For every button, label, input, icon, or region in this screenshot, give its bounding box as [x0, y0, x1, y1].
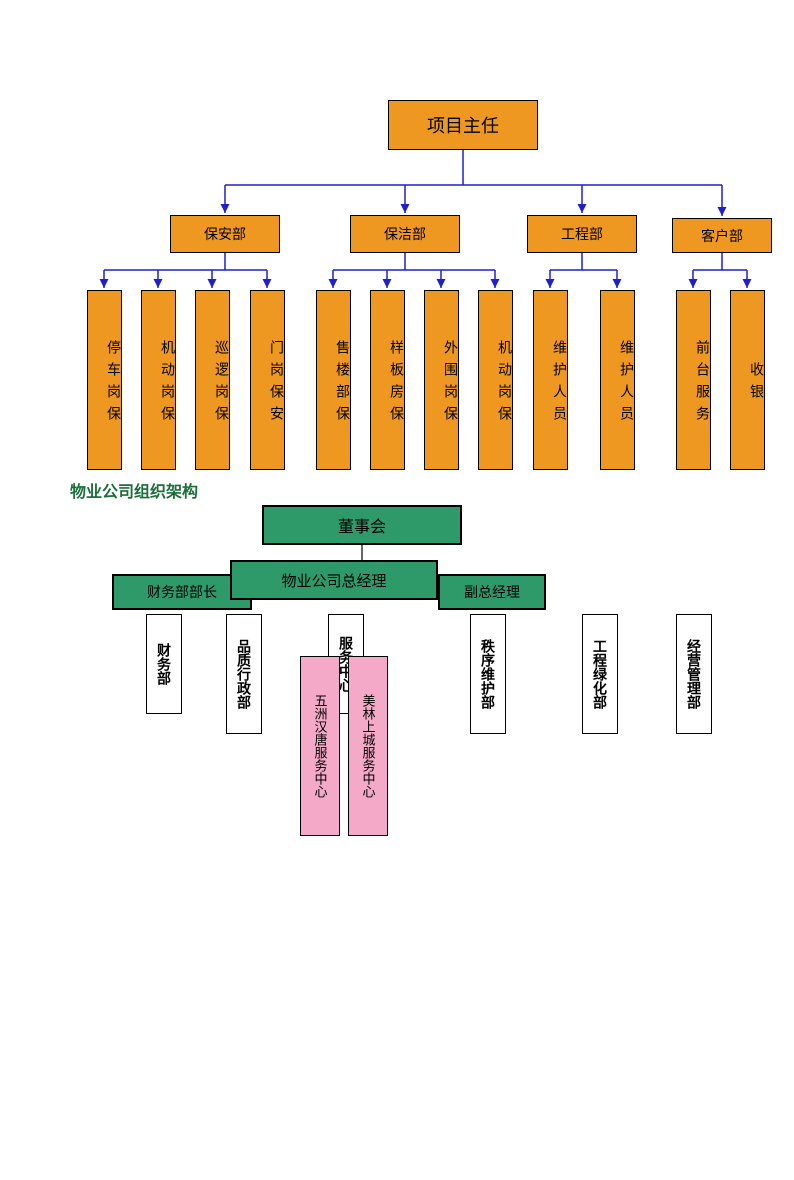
node-label: 工程绿化部	[590, 639, 610, 709]
node-label: 前台服务	[696, 340, 710, 428]
chart2-top-node: 董事会	[262, 505, 462, 545]
chart2-row3-node: 财务部	[146, 614, 182, 714]
node-label: 物业公司总经理	[281, 570, 386, 591]
node-label: 五洲汉唐服务中心	[311, 694, 330, 798]
node-label: 财务部	[154, 643, 174, 685]
chart2-row3-node: 工程绿化部	[582, 614, 618, 734]
node-label: 董事会	[338, 513, 386, 537]
node-label: 保安部	[204, 224, 246, 244]
chart1-level3-node: 机动岗保	[141, 290, 176, 470]
chart1-level3-node: 停车岗保	[87, 290, 122, 470]
caption-text: 物业公司组织架构	[70, 484, 198, 501]
chart2-row2-node: 副总经理	[438, 574, 546, 610]
chart2-row4-node: 美林上城服务中心	[348, 656, 388, 836]
node-label: 售楼部保	[336, 340, 350, 428]
chart2-caption: 物业公司组织架构	[70, 478, 198, 502]
node-label: 项目主任	[427, 112, 499, 138]
chart1-level3-node: 维护人员	[600, 290, 635, 470]
node-label: 财务部部长	[147, 582, 217, 602]
chart1-level2-node: 工程部	[527, 215, 637, 253]
chart2-row3-node: 品质行政部	[226, 614, 262, 734]
node-label: 巡逻岗保	[215, 340, 229, 428]
chart1-level3-node: 外围岗保	[424, 290, 459, 470]
node-label: 经营管理部	[684, 639, 704, 709]
chart2-row3-node: 经营管理部	[676, 614, 712, 734]
node-label: 外围岗保	[444, 340, 458, 428]
node-label: 保洁部	[384, 224, 426, 244]
chart1-level3-node: 巡逻岗保	[195, 290, 230, 470]
node-label: 机动岗保	[161, 340, 175, 428]
chart1-level3-node: 门岗保安	[250, 290, 285, 470]
chart1-level2-node: 客户部	[672, 218, 772, 253]
node-label: 品质行政部	[234, 639, 254, 709]
node-label: 秩序维护部	[478, 639, 498, 709]
chart1-level3-node: 机动岗保	[478, 290, 513, 470]
node-label: 副总经理	[464, 582, 520, 602]
chart1-level3-node: 样板房保	[370, 290, 405, 470]
chart1-level3-node: 收银	[730, 290, 765, 470]
chart2-row2-node: 物业公司总经理	[230, 560, 438, 600]
chart1-level3-node: 维护人员	[533, 290, 568, 470]
chart1-level2-node: 保洁部	[350, 215, 460, 253]
chart1-root-node: 项目主任	[388, 100, 538, 150]
chart1-level3-node: 售楼部保	[316, 290, 351, 470]
node-label: 停车岗保	[107, 340, 121, 428]
chart2-row3-node: 秩序维护部	[470, 614, 506, 734]
node-label: 美林上城服务中心	[359, 694, 378, 798]
node-label: 客户部	[701, 226, 743, 246]
node-label: 维护人员	[553, 340, 567, 428]
node-label: 样板房保	[390, 340, 404, 428]
node-label: 收银	[750, 362, 764, 406]
node-label: 门岗保安	[270, 340, 284, 428]
chart1-level2-node: 保安部	[170, 215, 280, 253]
node-label: 工程部	[561, 224, 603, 244]
chart1-level3-node: 前台服务	[676, 290, 711, 470]
node-label: 维护人员	[620, 340, 634, 428]
chart2-row4-node: 五洲汉唐服务中心	[300, 656, 340, 836]
node-label: 机动岗保	[498, 340, 512, 428]
